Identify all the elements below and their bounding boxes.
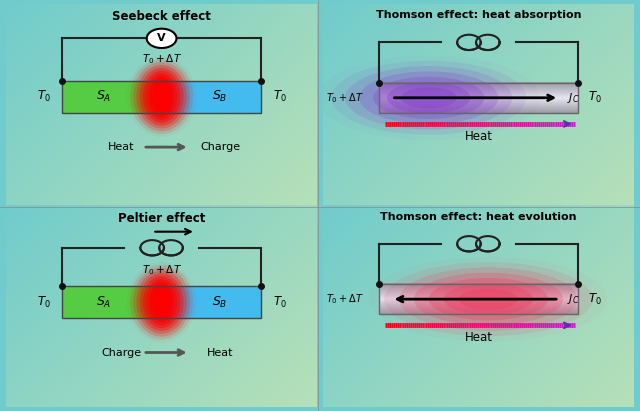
Ellipse shape xyxy=(152,79,171,114)
Text: Peltier effect: Peltier effect xyxy=(118,212,205,224)
Ellipse shape xyxy=(143,71,180,123)
FancyBboxPatch shape xyxy=(62,81,157,113)
Ellipse shape xyxy=(149,76,174,117)
Text: $J_C$: $J_C$ xyxy=(567,91,579,105)
Text: Charge: Charge xyxy=(200,142,241,152)
Ellipse shape xyxy=(133,268,190,337)
Ellipse shape xyxy=(384,262,593,336)
FancyBboxPatch shape xyxy=(166,81,261,113)
Text: $T_0$: $T_0$ xyxy=(588,291,602,307)
Ellipse shape xyxy=(133,62,190,131)
Ellipse shape xyxy=(130,265,193,339)
Ellipse shape xyxy=(136,65,187,128)
Ellipse shape xyxy=(152,285,171,319)
FancyBboxPatch shape xyxy=(166,286,261,318)
Ellipse shape xyxy=(143,276,180,328)
Text: Heat: Heat xyxy=(207,348,234,358)
Ellipse shape xyxy=(156,288,168,316)
Ellipse shape xyxy=(401,87,456,109)
Text: $T_0$: $T_0$ xyxy=(36,89,51,104)
Text: $S_B$: $S_B$ xyxy=(211,295,227,310)
Ellipse shape xyxy=(373,76,484,119)
Text: $T_0 + \Delta T$: $T_0 + \Delta T$ xyxy=(326,292,364,306)
Text: $S_B$: $S_B$ xyxy=(211,89,227,104)
Text: Charge: Charge xyxy=(101,348,141,358)
Text: Heat: Heat xyxy=(108,142,134,152)
Text: Heat: Heat xyxy=(465,129,492,143)
Text: $T_0 + \Delta T$: $T_0 + \Delta T$ xyxy=(141,263,182,277)
Text: $T_0$: $T_0$ xyxy=(273,89,287,104)
Text: $T_0$: $T_0$ xyxy=(588,90,602,105)
Ellipse shape xyxy=(359,72,499,124)
Text: Thomson effect: heat absorption: Thomson effect: heat absorption xyxy=(376,10,581,20)
Text: Heat: Heat xyxy=(465,331,492,344)
Ellipse shape xyxy=(444,283,533,315)
Ellipse shape xyxy=(156,82,168,111)
Text: $T_0$: $T_0$ xyxy=(36,295,51,310)
Ellipse shape xyxy=(146,279,177,325)
Text: V: V xyxy=(157,33,166,43)
Ellipse shape xyxy=(146,74,177,120)
Ellipse shape xyxy=(399,268,578,331)
Ellipse shape xyxy=(387,82,470,113)
Ellipse shape xyxy=(346,66,512,129)
Text: Seebeck effect: Seebeck effect xyxy=(112,10,211,23)
Ellipse shape xyxy=(140,273,184,331)
Ellipse shape xyxy=(429,278,548,320)
Text: $S_A$: $S_A$ xyxy=(97,89,111,104)
Ellipse shape xyxy=(130,59,193,134)
Text: $T_0 + \Delta T$: $T_0 + \Delta T$ xyxy=(326,91,364,105)
Circle shape xyxy=(147,29,177,48)
Text: Thomson effect: heat evolution: Thomson effect: heat evolution xyxy=(380,212,577,222)
Ellipse shape xyxy=(149,282,174,322)
Ellipse shape xyxy=(414,273,563,326)
FancyBboxPatch shape xyxy=(62,286,157,318)
Ellipse shape xyxy=(458,289,518,310)
Ellipse shape xyxy=(140,68,184,126)
Ellipse shape xyxy=(136,270,187,334)
Text: $T_0$: $T_0$ xyxy=(273,295,287,310)
Ellipse shape xyxy=(332,61,526,135)
Text: $T_0 + \Delta T$: $T_0 + \Delta T$ xyxy=(141,52,182,65)
Text: $S_A$: $S_A$ xyxy=(97,295,111,310)
Text: $J_C$: $J_C$ xyxy=(567,292,579,306)
